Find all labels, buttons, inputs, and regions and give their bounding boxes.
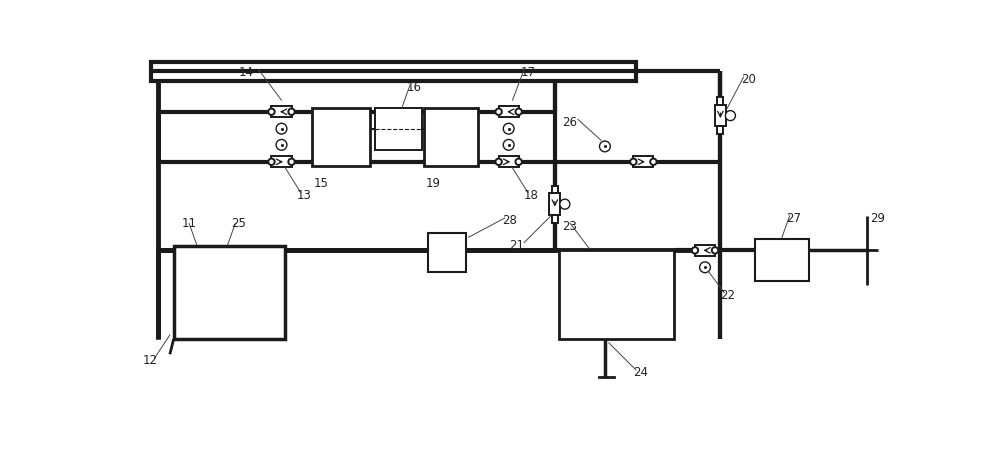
Bar — [552, 215, 558, 223]
Text: 28: 28 — [502, 214, 517, 227]
Text: 11: 11 — [181, 217, 196, 230]
Text: 12: 12 — [143, 354, 158, 367]
Text: 20: 20 — [741, 73, 756, 86]
Bar — [424, 108, 478, 166]
Text: 13: 13 — [297, 189, 312, 202]
Bar — [695, 245, 715, 256]
Circle shape — [288, 108, 295, 115]
Circle shape — [650, 158, 657, 165]
Bar — [428, 234, 466, 272]
Circle shape — [630, 158, 637, 165]
Text: 22: 22 — [720, 289, 735, 302]
Text: 25: 25 — [231, 217, 246, 230]
Circle shape — [712, 247, 718, 253]
Bar — [174, 247, 285, 339]
Bar — [499, 157, 519, 167]
Text: 17: 17 — [520, 66, 535, 79]
Circle shape — [288, 158, 295, 165]
Bar — [271, 157, 292, 167]
Bar — [549, 194, 560, 215]
Circle shape — [700, 262, 710, 273]
Circle shape — [268, 158, 275, 165]
Bar — [552, 186, 558, 194]
Circle shape — [276, 123, 287, 134]
Bar — [559, 250, 674, 339]
Bar — [755, 239, 809, 281]
Text: 18: 18 — [524, 189, 539, 202]
Bar — [717, 126, 723, 134]
Circle shape — [692, 247, 698, 253]
Bar — [151, 62, 636, 81]
Circle shape — [515, 158, 522, 165]
Text: 21: 21 — [509, 239, 524, 252]
Circle shape — [268, 108, 275, 115]
Bar — [717, 97, 723, 105]
Circle shape — [276, 140, 287, 150]
Text: 26: 26 — [563, 116, 578, 129]
Bar — [715, 105, 726, 126]
Bar — [271, 106, 292, 117]
Text: 23: 23 — [563, 220, 577, 233]
Circle shape — [515, 108, 522, 115]
Circle shape — [600, 141, 610, 152]
Bar — [312, 108, 370, 166]
Bar — [375, 108, 422, 150]
Text: 29: 29 — [871, 212, 886, 225]
Circle shape — [503, 140, 514, 150]
Text: 27: 27 — [786, 212, 801, 225]
Circle shape — [495, 158, 502, 165]
Text: 19: 19 — [425, 177, 440, 190]
Bar — [499, 106, 519, 117]
Circle shape — [560, 199, 570, 209]
Circle shape — [725, 111, 735, 121]
Text: 24: 24 — [633, 366, 648, 379]
Bar — [633, 157, 653, 167]
Text: 14: 14 — [239, 66, 254, 79]
Circle shape — [503, 123, 514, 134]
Circle shape — [495, 108, 502, 115]
Text: 16: 16 — [406, 81, 421, 94]
Text: 15: 15 — [314, 177, 329, 190]
